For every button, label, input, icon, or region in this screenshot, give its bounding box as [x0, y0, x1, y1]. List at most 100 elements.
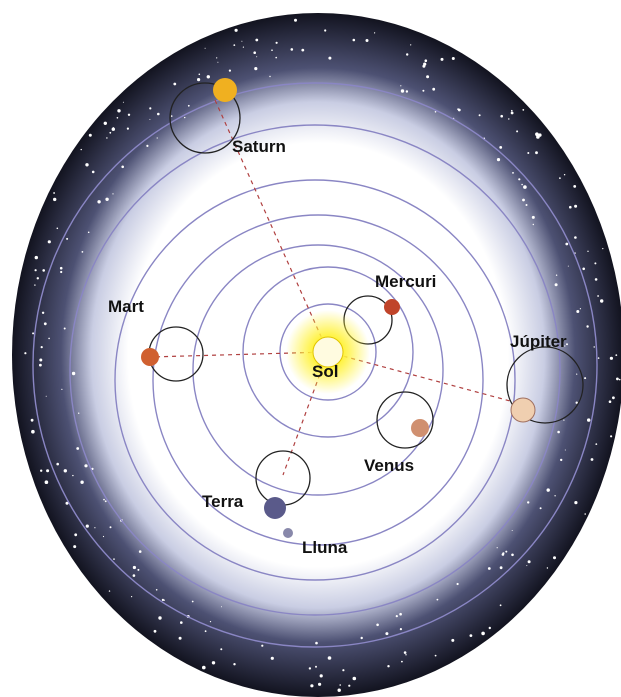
star [401, 89, 404, 92]
star [103, 536, 104, 537]
star [158, 616, 161, 619]
star [404, 651, 407, 654]
star [42, 269, 45, 272]
star [154, 630, 157, 633]
star [576, 310, 579, 313]
star [243, 47, 244, 48]
star [44, 322, 47, 325]
star [315, 642, 318, 645]
star [221, 606, 222, 607]
star [432, 88, 435, 91]
star [149, 107, 151, 109]
star [574, 205, 577, 208]
star [61, 389, 62, 390]
star [180, 621, 183, 624]
star [610, 357, 613, 360]
star [353, 677, 357, 681]
star [210, 621, 211, 622]
star [131, 596, 132, 597]
star [441, 58, 444, 61]
star [212, 661, 215, 664]
star [401, 661, 403, 663]
star [553, 556, 556, 559]
star [328, 57, 331, 60]
star [458, 109, 461, 112]
star [555, 283, 558, 286]
star [60, 267, 63, 270]
star [149, 119, 150, 120]
star [594, 346, 595, 347]
star [31, 419, 34, 422]
star [559, 177, 561, 179]
star [586, 325, 588, 327]
star [139, 550, 142, 553]
star [505, 551, 507, 553]
star [121, 166, 124, 169]
star [37, 277, 39, 279]
star [516, 130, 518, 132]
star [123, 102, 124, 103]
star [35, 269, 37, 271]
star [406, 53, 408, 55]
star [105, 500, 107, 502]
star [338, 689, 341, 692]
star [53, 198, 56, 201]
star [34, 284, 35, 285]
star [479, 114, 481, 116]
star [310, 684, 313, 687]
star [171, 115, 173, 117]
star [500, 115, 503, 118]
star [92, 171, 95, 174]
star [39, 364, 42, 367]
star [205, 630, 207, 632]
star [157, 113, 160, 116]
star [253, 51, 256, 54]
star [81, 149, 82, 150]
star [563, 420, 564, 421]
star [353, 39, 356, 42]
earth [264, 497, 286, 519]
star [500, 566, 503, 569]
star [511, 110, 513, 112]
star [576, 374, 577, 375]
star [35, 256, 38, 259]
star [374, 32, 375, 33]
star [437, 599, 439, 601]
star [117, 117, 119, 119]
star [109, 590, 110, 591]
star [564, 174, 565, 175]
star [400, 85, 401, 86]
star [610, 435, 612, 437]
star [233, 663, 235, 665]
star [157, 137, 158, 138]
label: Mart [108, 297, 144, 316]
star [261, 645, 263, 647]
star [105, 198, 108, 201]
star [597, 295, 599, 297]
star [106, 137, 107, 138]
star [202, 666, 206, 670]
star [499, 146, 502, 149]
star [80, 481, 83, 484]
star [64, 469, 67, 472]
star [97, 200, 100, 203]
star [39, 359, 42, 362]
star [60, 271, 62, 273]
star [318, 683, 321, 686]
jupiter [511, 398, 535, 422]
star [41, 346, 43, 348]
star [88, 232, 90, 234]
star [569, 206, 572, 209]
star [540, 507, 542, 509]
star [535, 151, 538, 154]
star [24, 352, 26, 354]
star [536, 135, 540, 139]
star [498, 158, 500, 160]
star [45, 480, 49, 484]
star [56, 463, 59, 466]
star [533, 224, 534, 225]
star [457, 583, 459, 585]
star [616, 378, 619, 381]
star [435, 111, 437, 113]
star [522, 109, 524, 111]
